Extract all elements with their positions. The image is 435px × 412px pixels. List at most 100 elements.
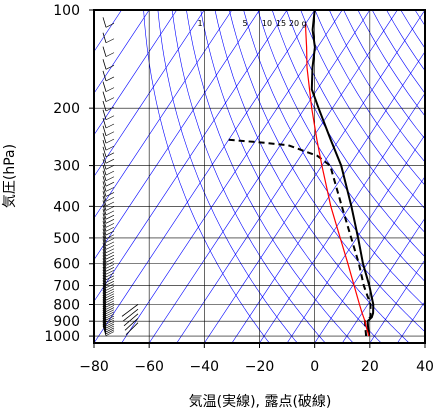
- x-tick-label: −20: [245, 359, 275, 375]
- wind-barb: [105, 329, 115, 335]
- wind-barb: [102, 186, 107, 197]
- wind-barb: [102, 228, 107, 239]
- dry-adiabat-line: [329, 10, 425, 163]
- wind-barb: [121, 304, 139, 317]
- wind-barb: [105, 241, 115, 247]
- isotherm-line: [369, 259, 425, 343]
- wind-barb: [105, 115, 115, 120]
- wind-barbs: [102, 10, 139, 336]
- wind-barb: [105, 311, 115, 317]
- wind-barb: [102, 217, 107, 228]
- wind-barb: [102, 146, 107, 157]
- wind-barb: [105, 165, 115, 170]
- wind-barb: [105, 76, 115, 82]
- dry-adiabat-line: [200, 10, 382, 343]
- wind-barb: [105, 327, 115, 333]
- wind-barb: [105, 187, 115, 192]
- wind-barb: [102, 32, 107, 43]
- wind-barb: [105, 317, 115, 323]
- x-tick-label: −80: [79, 359, 109, 375]
- wind-barb: [102, 255, 107, 266]
- wind-barb: [102, 109, 107, 120]
- wind-barb: [105, 307, 115, 312]
- wind-barb: [102, 224, 107, 236]
- wind-barb: [105, 286, 115, 291]
- wind-barb: [105, 293, 115, 299]
- dry-adiabat-line: [257, 10, 425, 282]
- wind-barb: [102, 170, 107, 181]
- profile-lines: [228, 10, 375, 337]
- dry-adiabat-line: [143, 10, 270, 343]
- y-tick-label: 700: [53, 279, 80, 295]
- y-tick-label: 900: [53, 314, 80, 330]
- isotherm-line: [94, 10, 233, 219]
- wind-barb: [105, 123, 115, 129]
- wind-barb: [102, 195, 107, 207]
- parcel-line: [305, 23, 370, 337]
- wind-barb: [102, 209, 107, 220]
- wind-barb: [102, 17, 107, 28]
- y-tick-label: 600: [53, 257, 80, 273]
- wind-barb: [102, 299, 107, 310]
- wind-barb: [105, 323, 115, 329]
- x-axis-title: 気温(実線), 露点(破線): [189, 394, 332, 410]
- wind-barb: [102, 133, 107, 144]
- wind-barb: [105, 238, 115, 243]
- wind-barb: [102, 242, 107, 253]
- mixing-ratio-label: 15: [276, 19, 286, 28]
- mixing-ratio-label: 20: [289, 19, 299, 28]
- wind-barb: [105, 170, 115, 176]
- wind-barb: [102, 46, 107, 57]
- wind-barb: [102, 269, 107, 280]
- mixing-ratio-label: g: [301, 19, 306, 28]
- wind-barb: [102, 301, 107, 312]
- wind-barb: [102, 125, 107, 136]
- wind-barb: [105, 283, 115, 289]
- wind-barb: [105, 226, 115, 232]
- wind-barb: [105, 214, 115, 220]
- wind-barb: [105, 97, 115, 102]
- wind-barb: [102, 280, 107, 291]
- y-axis-title: 気圧(hPa): [2, 144, 18, 208]
- wind-barb: [102, 319, 107, 331]
- dry-adiabat-line: [186, 10, 354, 343]
- wind-barb: [105, 158, 115, 164]
- wind-barb: [102, 316, 107, 327]
- wind-barb: [102, 70, 107, 82]
- wind-barb: [102, 245, 107, 257]
- wind-barb: [102, 287, 107, 298]
- wind-barb: [105, 275, 115, 281]
- wind-barb: [105, 197, 115, 202]
- x-tick-label: 20: [361, 359, 379, 375]
- wind-barb: [105, 131, 115, 137]
- wind-barb: [105, 106, 115, 112]
- wind-barb: [105, 261, 115, 266]
- x-tick-label: 40: [416, 359, 434, 375]
- wind-barb: [102, 272, 107, 283]
- wind-barb: [102, 282, 107, 293]
- dry-adiabat-line: [314, 10, 425, 186]
- wind-barb: [102, 91, 107, 102]
- dry-adiabat-line: [300, 10, 425, 210]
- isotherm-line: [341, 217, 425, 343]
- wind-barb: [102, 213, 107, 224]
- wind-barb: [102, 252, 107, 263]
- wind-barb: [102, 200, 107, 211]
- x-tick-labels: −80 −60 −40 −20 0 20 40: [79, 343, 434, 375]
- wind-barb: [105, 305, 115, 310]
- y-tick-label: 200: [53, 101, 80, 117]
- dry-adiabat-line: [429, 10, 435, 343]
- mixing-ratio-label: 10: [262, 19, 272, 28]
- wind-barb: [102, 261, 107, 272]
- isotherm-line: [94, 10, 205, 178]
- wind-barb: [105, 210, 115, 216]
- wind-barb: [105, 254, 115, 260]
- dry-adiabat-line: [243, 10, 425, 307]
- x-tick-label: 0: [310, 359, 319, 375]
- wind-barb: [102, 264, 107, 275]
- y-tick-label: 400: [53, 199, 80, 215]
- wind-barb: [102, 294, 107, 305]
- wind-barb: [102, 317, 107, 329]
- wind-barb: [105, 258, 115, 263]
- wind-barb: [102, 305, 107, 316]
